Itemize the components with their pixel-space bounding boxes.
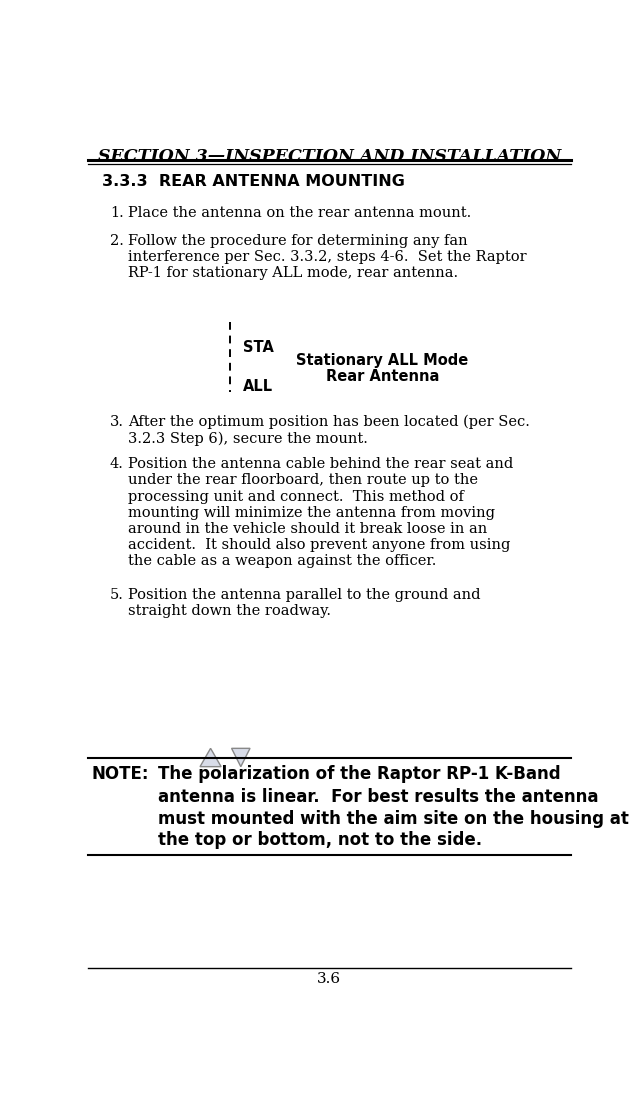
Text: the top or bottom, not to the side.: the top or bottom, not to the side. (158, 832, 482, 850)
Text: SECTION 3—INSPECTION AND INSTALLATION: SECTION 3—INSPECTION AND INSTALLATION (98, 147, 561, 165)
Text: 5.: 5. (110, 588, 123, 602)
Text: 3.6: 3.6 (317, 972, 341, 987)
Text: NOTE:: NOTE: (91, 765, 149, 783)
Text: 1.: 1. (110, 206, 123, 220)
Text: 3.3.3  REAR ANTENNA MOUNTING: 3.3.3 REAR ANTENNA MOUNTING (102, 174, 405, 190)
Text: Stationary ALL Mode: Stationary ALL Mode (296, 353, 469, 368)
Text: must mounted with the aim site on the housing at: must mounted with the aim site on the ho… (158, 809, 629, 827)
Text: Position the antenna cable behind the rear seat and
under the rear floorboard, t: Position the antenna cable behind the re… (129, 457, 514, 569)
Text: antenna is linear.  For best results the antenna: antenna is linear. For best results the … (158, 788, 599, 806)
Text: STA: STA (243, 340, 274, 355)
Text: Rear Antenna: Rear Antenna (326, 369, 439, 384)
Text: Position the antenna parallel to the ground and
straight down the roadway.: Position the antenna parallel to the gro… (129, 588, 481, 619)
Text: The polarization of the Raptor RP-1 K-Band: The polarization of the Raptor RP-1 K-Ba… (158, 765, 561, 783)
Text: 2.: 2. (110, 234, 123, 248)
Text: ALL: ALL (243, 379, 273, 394)
Text: Follow the procedure for determining any fan
interference per Sec. 3.3.2, steps : Follow the procedure for determining any… (129, 234, 527, 280)
Text: 3.: 3. (110, 415, 124, 429)
Text: Place the antenna on the rear antenna mount.: Place the antenna on the rear antenna mo… (129, 206, 472, 220)
Text: After the optimum position has been located (per Sec.
3.2.3 Step 6), secure the : After the optimum position has been loca… (129, 415, 530, 446)
Text: 4.: 4. (110, 457, 123, 472)
Polygon shape (200, 748, 221, 767)
Polygon shape (231, 748, 250, 767)
